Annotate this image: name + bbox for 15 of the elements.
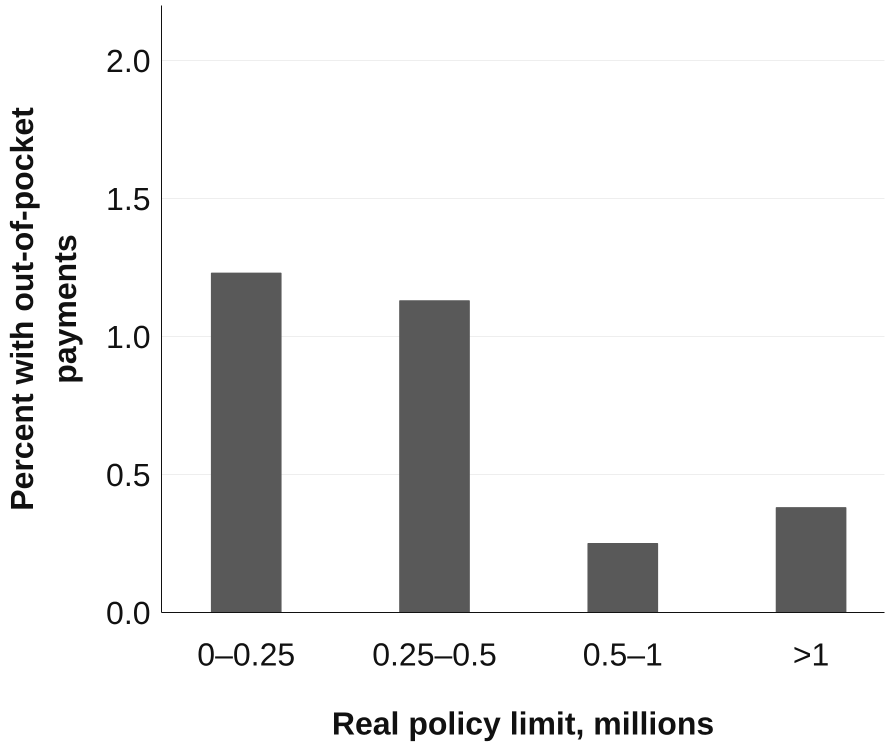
x-tick-label: 0.5–1 — [582, 636, 663, 672]
y-tick-label: 0.5 — [106, 457, 150, 494]
y-tick-label: 0.0 — [106, 595, 150, 631]
bar — [776, 507, 846, 612]
x-axis-title: Real policy limit, millions — [332, 706, 714, 742]
x-tick-label: 0–0.25 — [197, 636, 296, 672]
x-tick-label: >1 — [792, 636, 830, 672]
y-tick-label: 2.0 — [106, 43, 150, 80]
bar — [587, 543, 658, 612]
y-axis-title: Percent with out-of-pocket payments — [4, 106, 84, 511]
bar — [210, 272, 282, 612]
x-tick-label: 0.25–0.5 — [372, 636, 497, 672]
y-tick-label: 1.0 — [106, 319, 150, 356]
y-tick-label: 1.5 — [106, 181, 150, 218]
bar — [399, 300, 470, 612]
